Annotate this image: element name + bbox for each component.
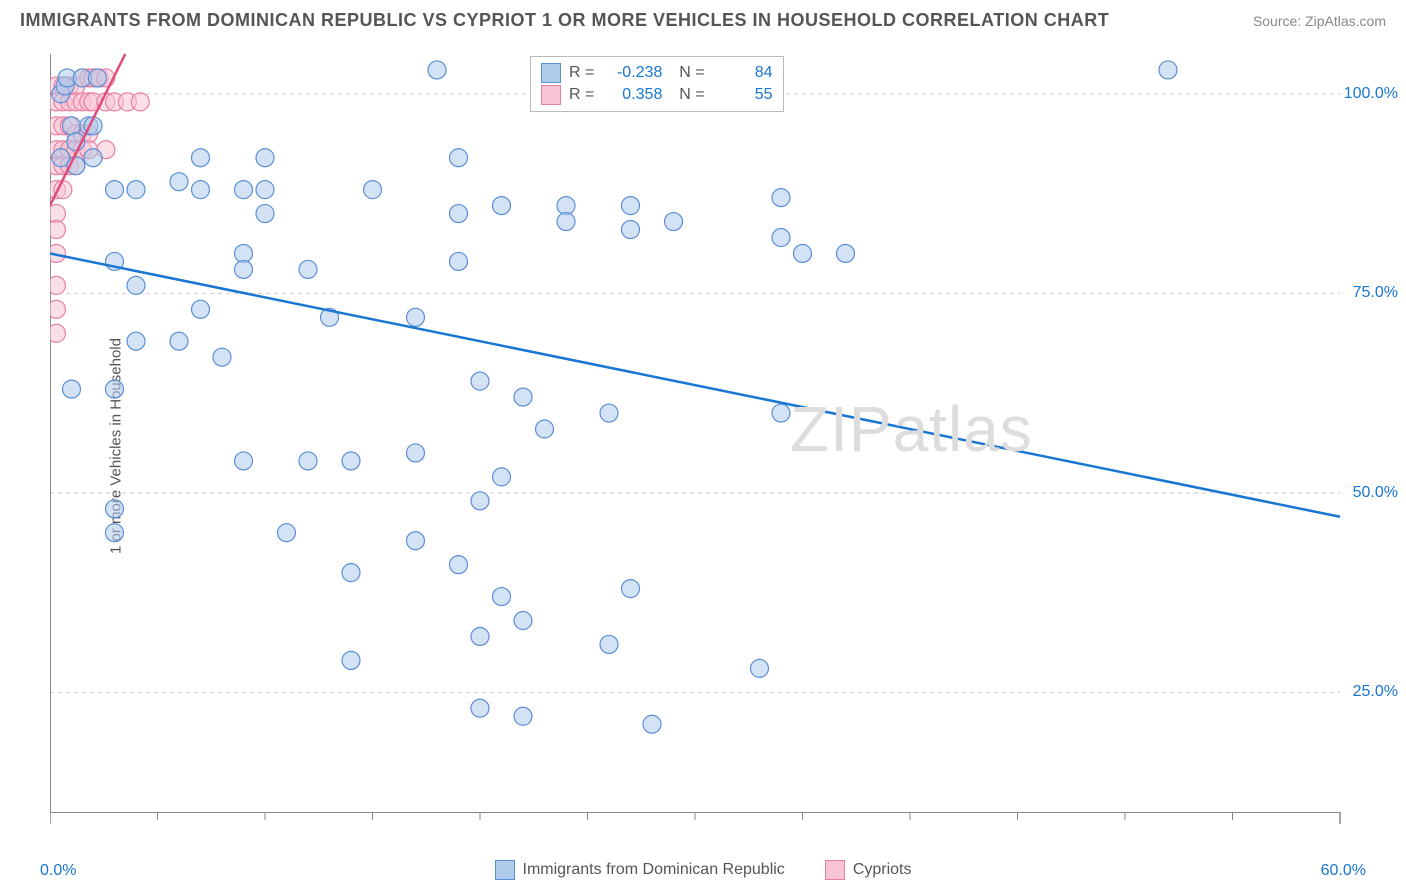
legend-n-value-dr: 84 [713, 64, 773, 82]
legend-swatch-cy-icon [825, 860, 845, 880]
y-tick-label: 50.0% [1353, 484, 1398, 502]
source-label: Source: ZipAtlas.com [1253, 13, 1386, 29]
legend-r-value-cy: 0.358 [602, 86, 662, 104]
legend-row: R = -0.238 N = 84 [541, 63, 773, 83]
legend-swatch-dr-icon [495, 860, 515, 880]
chart-title: IMMIGRANTS FROM DOMINICAN REPUBLIC VS CY… [20, 10, 1109, 31]
scatter-chart-svg [50, 42, 1386, 832]
legend-n-label: N = [670, 86, 704, 104]
legend-label-cy: Cypriots [853, 861, 912, 879]
y-tick-label: 100.0% [1344, 85, 1398, 103]
x-axis-max-label: 60.0% [1321, 862, 1366, 880]
correlation-legend: R = -0.238 N = 84 R = 0.358 N = 55 [530, 56, 784, 112]
chart-area: R = -0.238 N = 84 R = 0.358 N = 55 ZIPat… [50, 42, 1386, 832]
x-axis-min-label: 0.0% [40, 862, 76, 880]
legend-r-value-dr: -0.238 [602, 64, 662, 82]
y-tick-label: 75.0% [1353, 284, 1398, 302]
legend-n-label: N = [670, 64, 704, 82]
header: IMMIGRANTS FROM DOMINICAN REPUBLIC VS CY… [0, 0, 1406, 35]
y-tick-label: 25.0% [1353, 683, 1398, 701]
legend-r-label: R = [569, 64, 594, 82]
legend-item-cy: Cypriots [825, 860, 912, 880]
legend-label-dr: Immigrants from Dominican Republic [523, 861, 785, 879]
legend-swatch-cy [541, 85, 561, 105]
legend-n-value-cy: 55 [713, 86, 773, 104]
bottom-legend: Immigrants from Dominican Republic Cypri… [0, 860, 1406, 880]
legend-swatch-dr [541, 63, 561, 83]
legend-row: R = 0.358 N = 55 [541, 85, 773, 105]
legend-r-label: R = [569, 86, 594, 104]
legend-item-dr: Immigrants from Dominican Republic [495, 860, 785, 880]
